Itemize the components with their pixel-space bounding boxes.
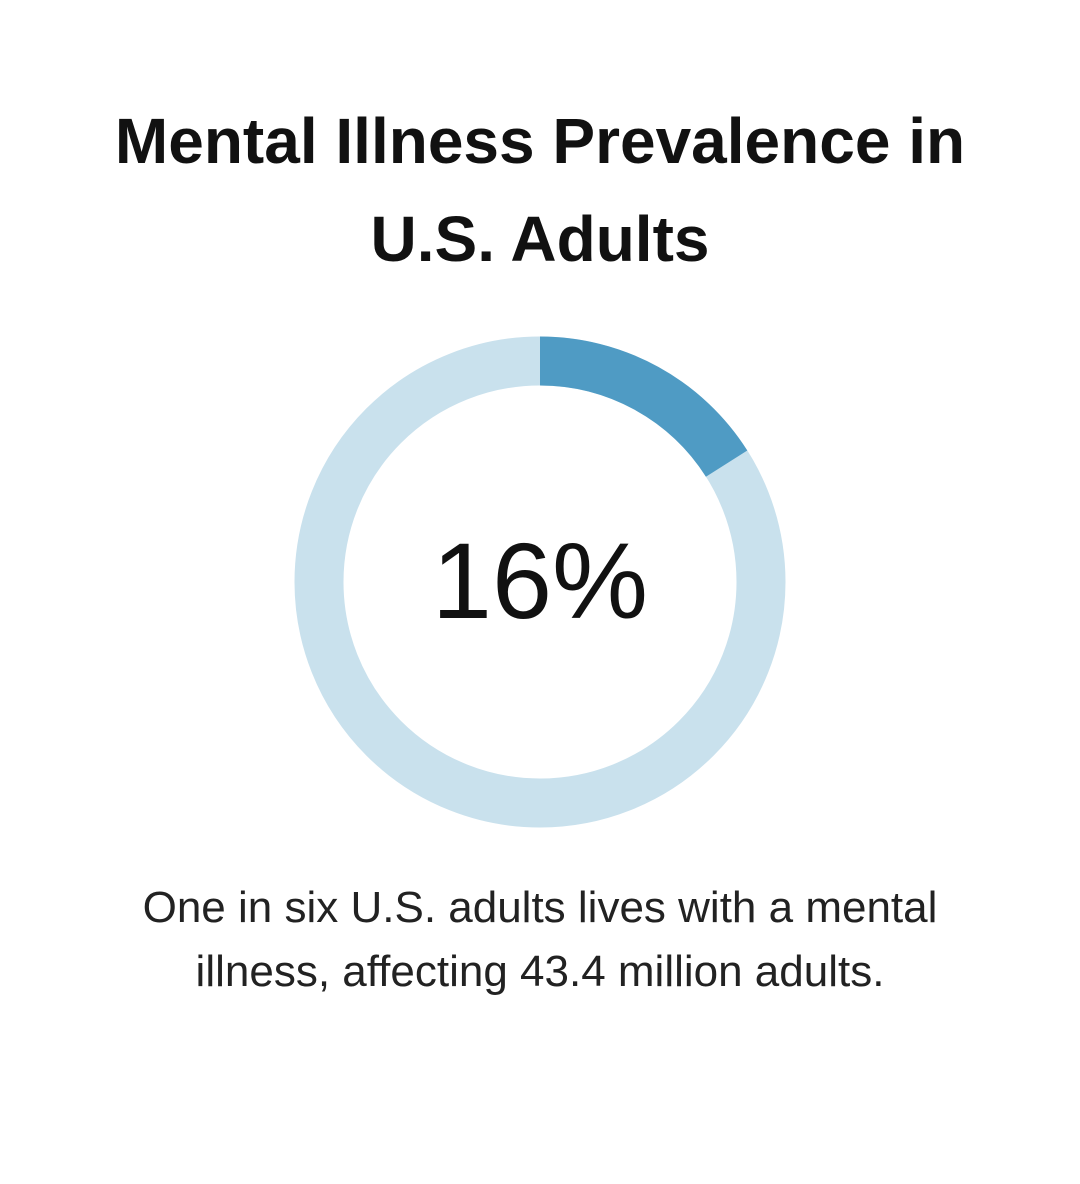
donut-segment (539, 336, 748, 478)
center-value-label: 16% (432, 520, 648, 641)
description: One in six U.S. adults lives with a ment… (142, 883, 938, 996)
chart-title: Mental Illness Prevalence in U.S. Adults (114, 105, 966, 275)
